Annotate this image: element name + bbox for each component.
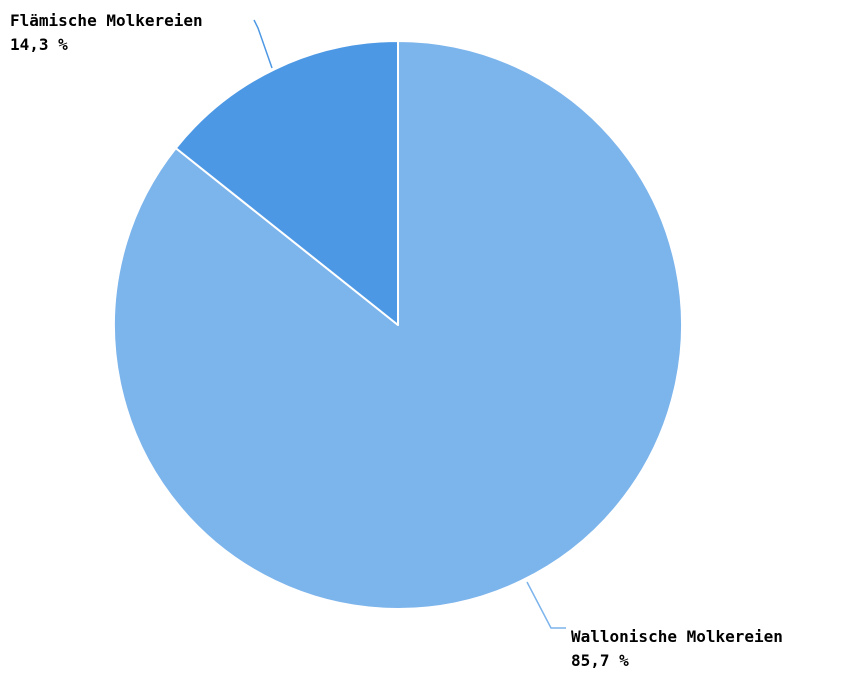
slice-name-label-2: Flämische Molkereien [10,11,203,30]
leader-lines [253,19,566,629]
slice-value-label-2: 14,3 % [10,35,68,54]
slice-name-label-1: Wallonische Molkereien [571,627,783,646]
slice-value-label-1: 85,7 % [571,651,629,670]
slice-labels: Wallonische Molkereien 85,7 % Flämische Mo… [10,11,783,670]
pie-slices [113,40,683,610]
leader-line-2 [253,19,273,69]
leader-line-1 [526,581,566,629]
pie-slice-2[interactable] [174,40,399,326]
